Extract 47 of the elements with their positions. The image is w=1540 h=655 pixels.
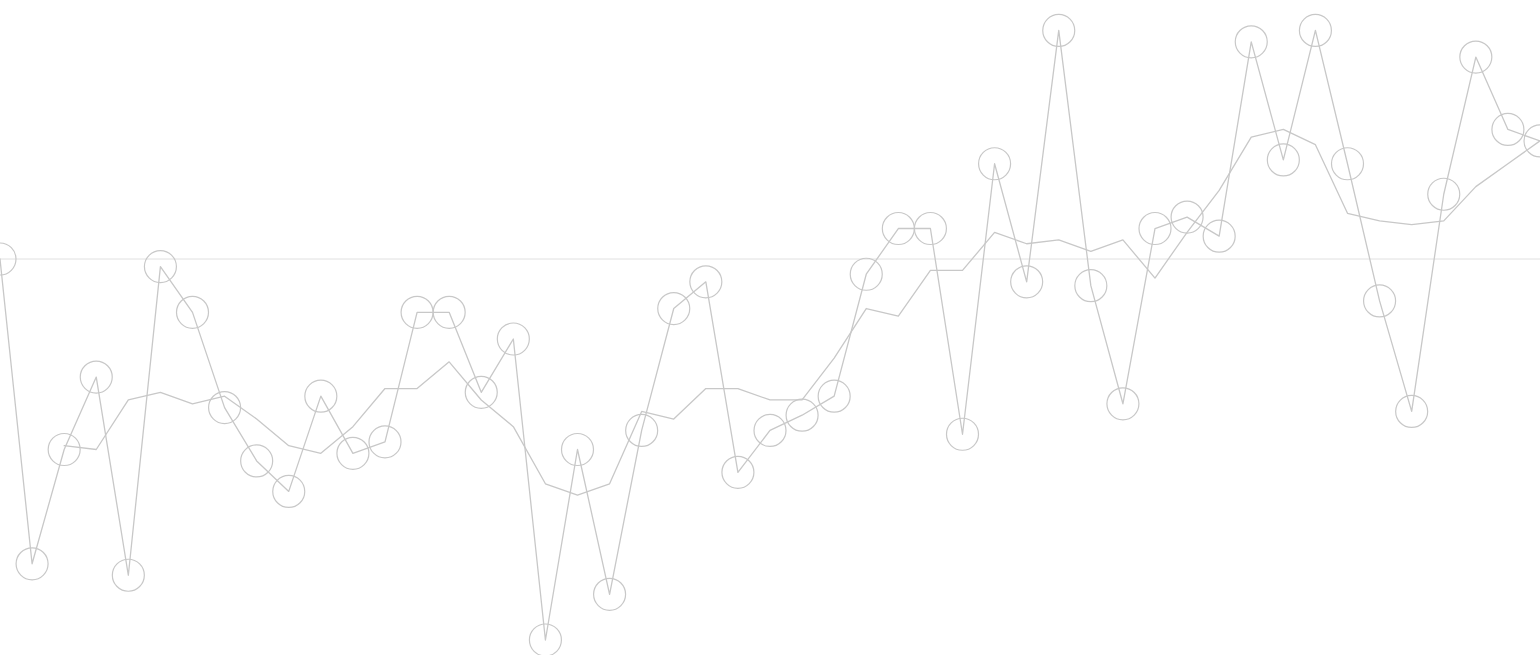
point [528,623,563,655]
point [496,322,530,356]
point [1074,269,1108,303]
point [753,413,787,448]
point [560,432,595,467]
point [1170,200,1204,234]
point [272,474,306,509]
point [1395,394,1429,428]
point [1202,219,1236,253]
point [1298,13,1333,47]
point [1138,211,1172,246]
point [207,390,242,425]
point [336,436,370,470]
point [1330,147,1365,181]
point [1459,40,1493,74]
point [1362,284,1397,318]
point [464,375,498,409]
point [143,250,178,284]
point [47,432,81,467]
point [79,360,113,394]
point [721,455,755,489]
point [945,417,980,451]
point [592,577,627,611]
point [817,379,851,413]
point [304,379,338,413]
point [15,547,49,581]
point [657,291,691,326]
point [1010,265,1044,299]
point [625,413,659,448]
point [111,558,145,592]
point [785,398,819,432]
point [977,147,1012,181]
point [1234,25,1268,59]
point [881,211,915,246]
point [432,295,466,329]
point [240,444,274,478]
point [175,295,210,329]
point [849,257,883,291]
point [400,295,434,329]
point [689,265,723,299]
point [1427,177,1461,211]
point [1106,387,1140,421]
point [1266,143,1300,177]
point [1042,13,1076,47]
point [1491,112,1525,147]
point [368,425,402,459]
point [913,211,948,246]
